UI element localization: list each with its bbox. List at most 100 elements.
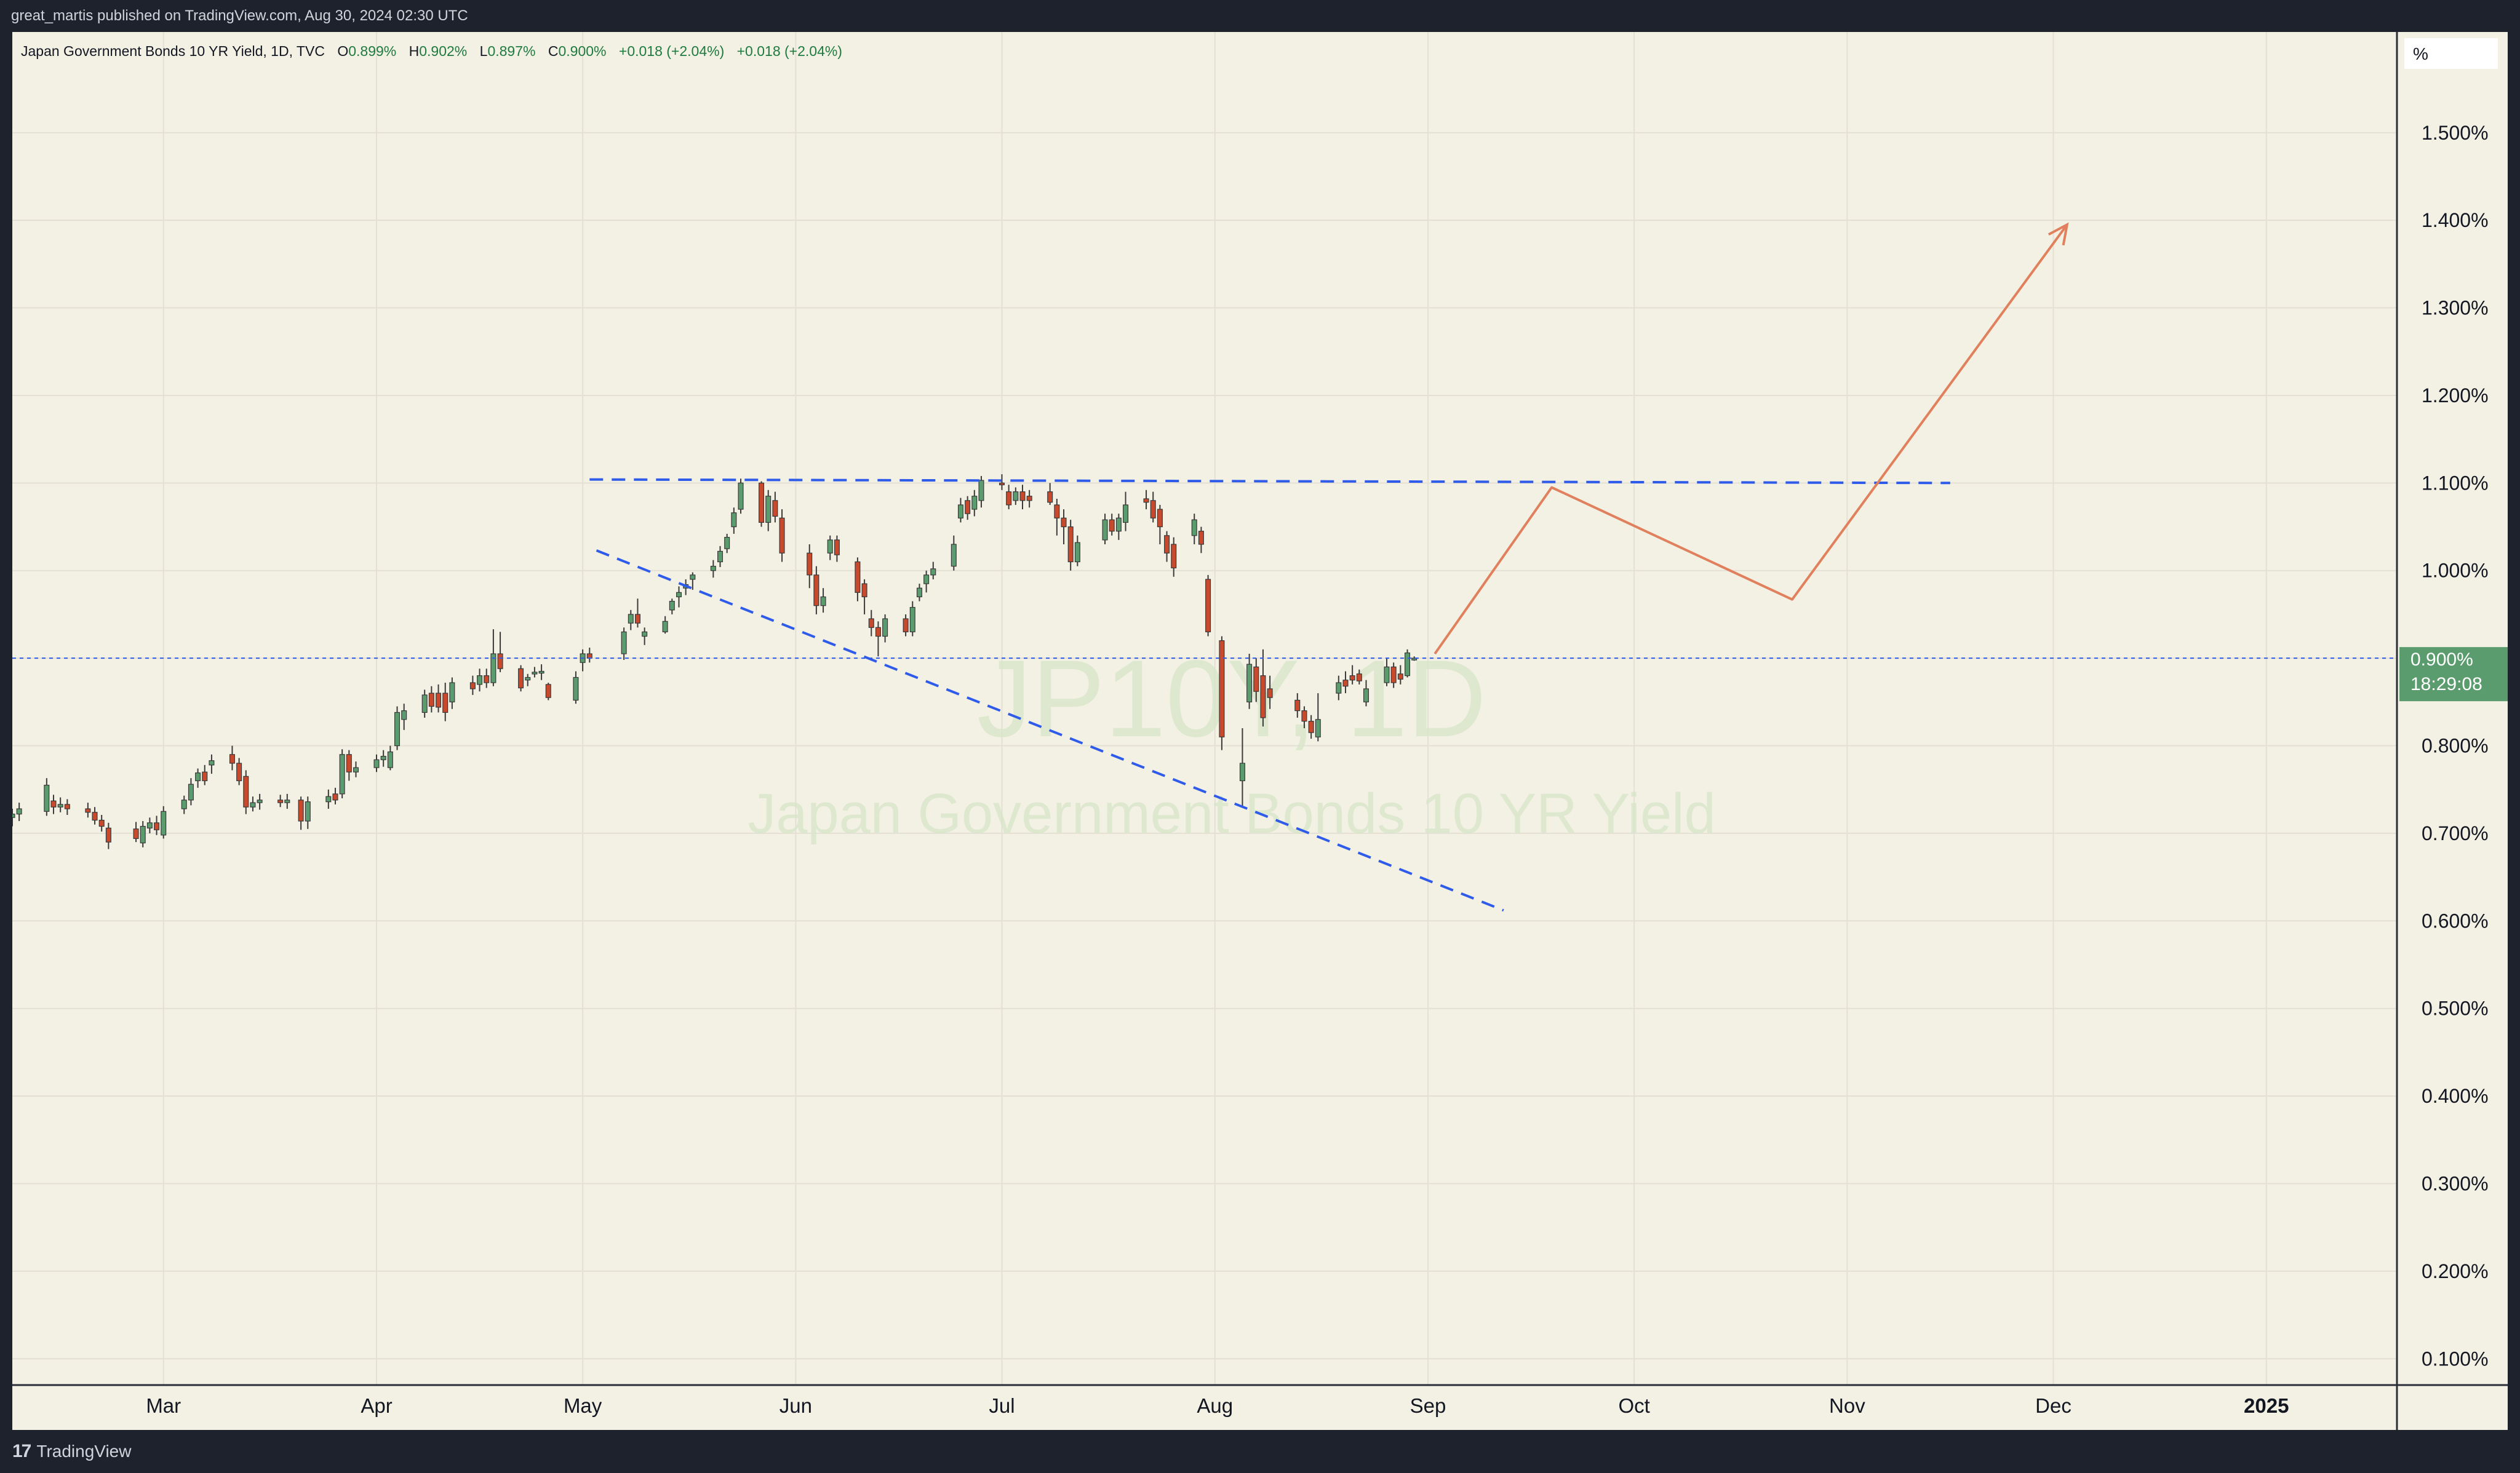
candle-body bbox=[1047, 491, 1053, 503]
candle-body bbox=[827, 539, 833, 554]
grid bbox=[12, 32, 2397, 1385]
candle-body bbox=[951, 544, 957, 567]
candle-body bbox=[1074, 542, 1080, 563]
candle-body bbox=[202, 771, 208, 782]
candle-body bbox=[339, 754, 345, 795]
price-tick-label: 0.400% bbox=[2422, 1085, 2489, 1107]
candle-body bbox=[765, 496, 772, 523]
time-tick-label: Jun bbox=[780, 1394, 812, 1417]
chart-background bbox=[12, 32, 2508, 1430]
candle-body bbox=[882, 618, 888, 637]
symbol-legend[interactable]: Japan Government Bonds 10 YR Yield, 1D, … bbox=[21, 43, 842, 59]
candle-body bbox=[759, 482, 765, 523]
candle-body bbox=[978, 480, 984, 501]
candle-body bbox=[1067, 526, 1074, 563]
price-tag-background bbox=[2399, 647, 2508, 702]
candle-body bbox=[1342, 680, 1349, 687]
candle-body bbox=[916, 587, 922, 598]
candle-body bbox=[442, 693, 449, 713]
candles bbox=[12, 474, 1418, 849]
candle-body bbox=[971, 496, 978, 510]
candle-body bbox=[387, 751, 393, 768]
candle-body bbox=[477, 675, 483, 685]
candle-body bbox=[957, 504, 963, 518]
candle-body bbox=[449, 682, 455, 702]
candle-body bbox=[1294, 699, 1301, 712]
candle-body bbox=[807, 552, 813, 576]
candle-body bbox=[545, 684, 551, 698]
candle-body bbox=[573, 677, 579, 701]
candle-body bbox=[16, 808, 22, 815]
time-tick-label: Mar bbox=[146, 1394, 181, 1417]
candle-body bbox=[332, 793, 338, 801]
candle-body bbox=[236, 763, 242, 782]
candle-body bbox=[642, 631, 648, 637]
candle-body bbox=[1315, 719, 1321, 737]
price-scale-panel[interactable] bbox=[2397, 32, 2508, 1430]
candle-body bbox=[875, 627, 881, 637]
current-price-tag: 0.900% 18:29:08 bbox=[2399, 647, 2508, 702]
price-tick-label: 0.300% bbox=[2422, 1172, 2489, 1194]
candle-body bbox=[436, 693, 442, 708]
candle-body bbox=[353, 767, 359, 772]
price-chart[interactable]: JP10Y, 1D Japan Government Bonds 10 YR Y… bbox=[12, 32, 2508, 1430]
candle-body bbox=[1026, 496, 1032, 501]
candle-body bbox=[710, 566, 716, 571]
candle-body bbox=[861, 583, 867, 598]
candle-body bbox=[85, 808, 91, 813]
time-tick-label: Nov bbox=[1829, 1394, 1865, 1417]
legend-open-value: 0.899% bbox=[348, 43, 396, 59]
candle-body bbox=[44, 784, 50, 812]
watermark-name: Japan Government Bonds 10 YR Yield bbox=[748, 782, 1716, 845]
candle-body bbox=[662, 621, 668, 633]
candle-body bbox=[1336, 682, 1342, 694]
candle-body bbox=[1191, 519, 1197, 536]
candle-body bbox=[181, 800, 187, 809]
tradingview-logo-icon[interactable]: 17 bbox=[12, 1441, 31, 1461]
legend-open-label: O bbox=[337, 43, 348, 59]
candle-body bbox=[628, 614, 634, 624]
candle-body bbox=[855, 561, 861, 593]
candle-body bbox=[1006, 491, 1012, 506]
candle-body bbox=[518, 668, 524, 689]
candle-body bbox=[813, 574, 819, 606]
candle-body bbox=[50, 800, 57, 808]
legend-change-2: +0.018 (+2.04%) bbox=[737, 43, 842, 59]
candle-body bbox=[1013, 491, 1019, 501]
legend-change-1: +0.018 (+2.04%) bbox=[619, 43, 724, 59]
projection-arrow-head bbox=[2048, 222, 2069, 246]
time-tick-label: 2025 bbox=[2244, 1394, 2289, 1417]
bar-countdown: 18:29:08 bbox=[2410, 674, 2482, 694]
candle-body bbox=[999, 482, 1005, 485]
candle-body bbox=[1260, 675, 1266, 718]
candle-body bbox=[298, 800, 304, 822]
candle-body bbox=[497, 653, 503, 669]
price-tick-label: 1.100% bbox=[2422, 472, 2489, 494]
candle-body bbox=[133, 828, 139, 840]
projection-path bbox=[1433, 224, 2068, 655]
current-price-value: 0.900% bbox=[2410, 649, 2473, 670]
time-tick-label: Oct bbox=[1618, 1394, 1649, 1417]
candle-body bbox=[717, 550, 724, 563]
candle-body bbox=[690, 574, 696, 580]
unit-box[interactable] bbox=[2404, 38, 2498, 69]
publisher-bar: great_martis published on TradingView.co… bbox=[0, 0, 2520, 32]
drawings[interactable] bbox=[12, 222, 2397, 912]
candle-body bbox=[305, 801, 311, 822]
price-tick-label: 1.400% bbox=[2422, 209, 2489, 231]
price-tick-label: 1.500% bbox=[2422, 122, 2489, 144]
candle-body bbox=[1164, 535, 1170, 554]
candle-body bbox=[161, 811, 167, 836]
candle-body bbox=[428, 693, 434, 707]
candle-body bbox=[1171, 544, 1177, 569]
publisher-text: great_martis published on TradingView.co… bbox=[11, 7, 468, 24]
candle-body bbox=[820, 596, 826, 606]
candle-body bbox=[909, 606, 915, 633]
candle-body bbox=[772, 500, 778, 517]
candle-body bbox=[92, 812, 98, 821]
price-tick-label: 1.000% bbox=[2422, 560, 2489, 582]
candle-body bbox=[469, 682, 476, 689]
brand-name[interactable]: TradingView bbox=[36, 1442, 132, 1461]
time-axis-labels: Mar Apr May Jun Jul Aug Sep Oct Nov Dec 2025 bbox=[146, 1394, 2289, 1417]
candle-body bbox=[243, 776, 249, 808]
